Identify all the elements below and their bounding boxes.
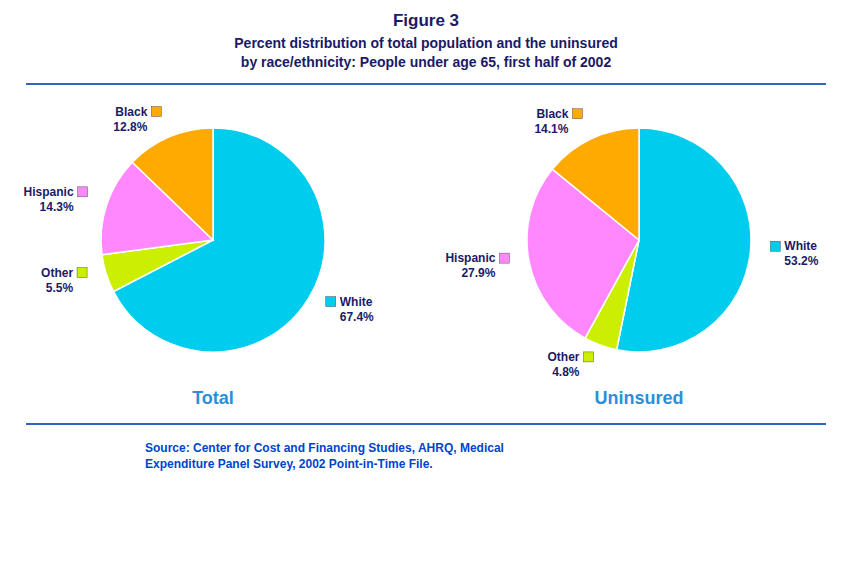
label-swatch bbox=[499, 253, 509, 263]
data-label-value: 5.5% bbox=[46, 281, 74, 295]
separator bbox=[26, 423, 826, 425]
data-label-value: 14.3% bbox=[40, 200, 74, 214]
pie-chart: White53.2% Other4.8% Hispanic27.9% Black14.… bbox=[445, 107, 818, 379]
data-label-name: Black bbox=[536, 107, 568, 121]
data-label-value: 67.4% bbox=[340, 310, 374, 324]
data-label-value: 14.1% bbox=[534, 122, 568, 136]
label-swatch bbox=[77, 268, 87, 278]
chart-title: Total bbox=[192, 388, 234, 408]
annotation-line: Source: Center for Cost and Financing St… bbox=[145, 441, 504, 455]
chart-root: Figure 3 Percent distribution of total po… bbox=[0, 0, 852, 569]
data-label-name: White bbox=[340, 295, 373, 309]
separator bbox=[26, 83, 826, 85]
label-swatch bbox=[151, 107, 161, 117]
label-swatch bbox=[78, 187, 88, 197]
label-swatch bbox=[326, 297, 336, 307]
pie-chart: White67.4% Other5.5% Hispanic14.3% Black12.… bbox=[24, 105, 375, 352]
label-swatch bbox=[584, 352, 594, 362]
chart-title: Uninsured bbox=[594, 388, 683, 408]
data-label-value: 4.8% bbox=[552, 365, 580, 379]
pie-slice bbox=[552, 128, 639, 240]
data-label-name: White bbox=[784, 239, 817, 253]
data-label-value: 12.8% bbox=[113, 120, 147, 134]
data-label-name: Other bbox=[547, 350, 579, 364]
data-label-name: Black bbox=[115, 105, 147, 119]
subtitle: Percent distribution of total population… bbox=[234, 35, 617, 70]
subtitle-line: by race/ethnicity: People under age 65, … bbox=[241, 54, 612, 70]
annotation: Source: Center for Cost and Financing St… bbox=[145, 441, 504, 471]
title: Figure 3 bbox=[393, 11, 459, 30]
data-label-name: Hispanic bbox=[445, 251, 495, 265]
label-swatch bbox=[572, 109, 582, 119]
data-label-name: Hispanic bbox=[24, 185, 74, 199]
pie-slice bbox=[132, 128, 213, 240]
label-swatch bbox=[770, 241, 780, 251]
subtitle-line: Percent distribution of total population… bbox=[234, 35, 617, 51]
data-label-name: Other bbox=[41, 266, 73, 280]
annotation-line: Expenditure Panel Survey, 2002 Point-in-… bbox=[145, 457, 433, 471]
data-label-value: 27.9% bbox=[461, 266, 495, 280]
data-label-value: 53.2% bbox=[784, 254, 818, 268]
